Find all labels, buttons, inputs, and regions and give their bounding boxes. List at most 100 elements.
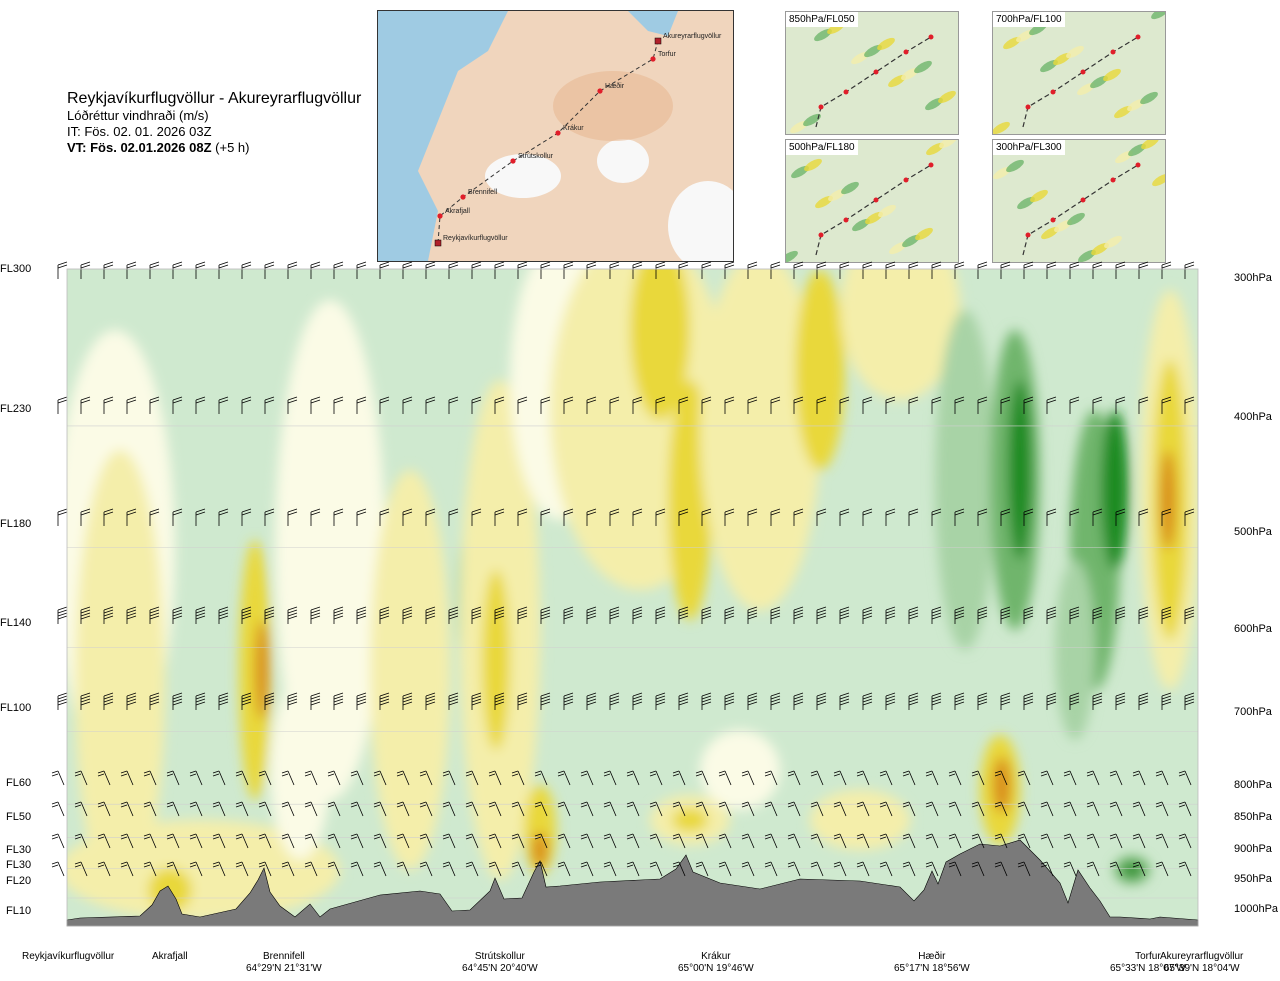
barb-feather [534,861,542,865]
wind-barb [1017,833,1031,849]
barb-feather [833,861,841,865]
wind-barb [281,833,295,849]
barb-feather [57,615,68,620]
wind-barb [954,508,965,526]
wind-barb [310,261,321,279]
barb-feather [310,264,321,269]
barb-feather [356,606,367,611]
wind-barb [856,770,870,786]
wind-barb [678,396,689,414]
barb-staff [747,861,755,877]
wind-barb [1155,770,1169,786]
barb-feather [1000,508,1011,513]
barb-feather [258,861,266,865]
wind-barb [333,396,344,414]
barb-feather [977,399,988,404]
barb-feather [977,261,988,266]
wind-barb [51,770,65,786]
wind-barb [626,861,640,877]
barb-feather [494,609,505,614]
barb-feather [471,609,482,614]
barb-feather [103,692,114,697]
barb-feather [419,861,427,865]
barb-feather [540,606,551,611]
barb-feather [356,508,367,513]
barb-feather [862,508,873,513]
barb-feather [350,770,358,774]
barb-feather [724,261,735,266]
barb-feather [655,612,666,617]
wind-barb [931,606,942,624]
route-map: Akureyrarflugvöllur Torfur Hæðir Krákur Strú… [377,10,748,271]
barb-staff [931,770,939,786]
barb-staff [172,861,180,877]
barb-feather [816,695,827,700]
wind-barb [695,833,709,849]
waypoint-label: Akureyrarflugvöllur [663,33,722,40]
barb-staff [770,770,778,786]
barb-feather [149,692,160,697]
barb-feather [1023,396,1034,401]
barb-feather [97,861,105,865]
barb-feather [701,261,712,266]
barb-feather [1000,612,1011,617]
barb-feather [1138,264,1149,269]
inset-route [815,36,932,128]
barb-feather [649,801,657,805]
wind-barb [1069,396,1080,414]
barb-feather [839,612,850,617]
barb-feather [57,701,68,706]
barb-feather [1161,606,1172,611]
barb-feather [563,511,574,516]
wind-barb [1161,261,1172,279]
field-blob [255,620,269,720]
barb-feather [879,770,887,774]
barb-feather [925,833,933,837]
barb-feather [51,770,59,774]
barb-feather [1184,695,1195,700]
barb-feather [218,612,229,617]
barb-feather [770,615,781,620]
barb-staff [149,801,157,817]
barb-feather [74,804,82,808]
location-label: Akrafjall [152,951,188,963]
barb-feather [80,615,91,620]
wind-barb [925,770,939,786]
barb-feather [425,701,436,706]
barb-feather [195,508,206,513]
location-name: Strútskollur [474,951,525,962]
barb-feather [994,770,1002,774]
barb-feather [241,615,252,620]
wind-barb [241,606,252,624]
wind-barb [701,692,712,710]
wind-barb [74,833,88,849]
barb-feather [1161,609,1172,614]
wind-barb [678,606,689,624]
barb-feather [1161,698,1172,703]
wind-barb [724,261,735,279]
barb-feather [304,804,312,808]
wind-barb [787,801,801,817]
wind-barb [97,861,111,877]
barb-feather [902,864,910,868]
barb-feather [1184,511,1195,516]
wind-barb [948,770,962,786]
barb-feather [51,861,59,865]
wind-barb [419,801,433,817]
barb-feather [678,606,689,611]
barb-staff [701,861,709,877]
barb-feather [356,396,367,401]
barb-feather [977,264,988,269]
barb-feather [793,612,804,617]
barb-staff [218,833,226,849]
wind-barb [350,801,364,817]
barb-feather [534,770,542,774]
wind-barb [862,396,873,414]
barb-feather [885,612,896,617]
wind-barb [218,261,229,279]
barb-feather [517,264,528,269]
barb-feather [494,511,505,516]
barb-feather [770,609,781,614]
wind-barb [373,861,387,877]
wind-barb [448,692,459,710]
